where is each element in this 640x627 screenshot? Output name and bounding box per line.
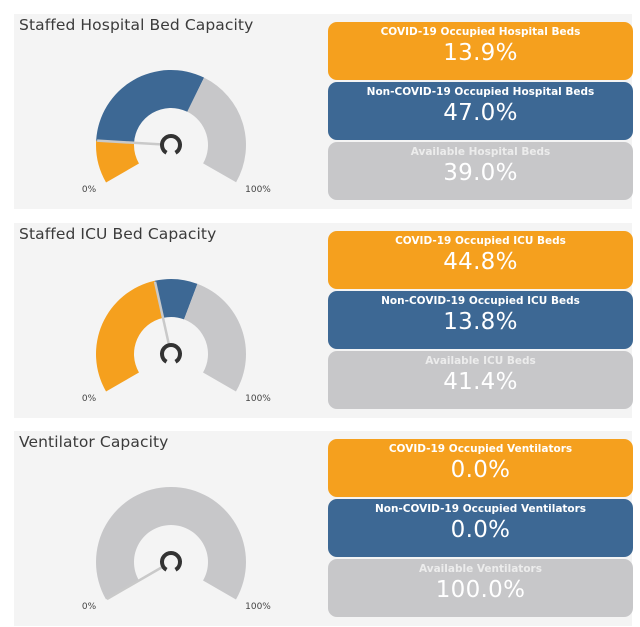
covid-occupied-card: COVID-19 Occupied Hospital Beds 13.9% (328, 22, 633, 80)
gauge-max-label: 100% (245, 185, 271, 195)
gauge-min-label: 0% (82, 185, 97, 195)
card-label: Available ICU Beds (425, 355, 536, 367)
hospital-bed-panel: Staffed Hospital Bed Capacity 0% 100% COV… (14, 14, 633, 209)
gauge-segment-available (96, 487, 246, 600)
gauge-segment-noncovid (154, 279, 198, 320)
card-value: 0.0% (450, 457, 511, 483)
panel-title: Staffed Hospital Bed Capacity (19, 16, 254, 34)
gauge-segment-covid (96, 280, 164, 392)
available-card: Available Ventilators 100.0% (328, 559, 633, 617)
card-value: 39.0% (443, 160, 518, 186)
gauge-needle (106, 565, 163, 601)
covid-occupied-card: COVID-19 Occupied ICU Beds 44.8% (328, 231, 633, 289)
card-value: 13.9% (443, 40, 518, 66)
gauge-min-label: 0% (82, 394, 97, 404)
card-label: COVID-19 Occupied ICU Beds (395, 235, 566, 247)
noncovid-occupied-card: Non-COVID-19 Occupied ICU Beds 13.8% (328, 291, 633, 349)
panel-title: Staffed ICU Bed Capacity (19, 225, 217, 243)
ventilator-panel: Ventilator Capacity 0% 100% COVID-19 Occu… (14, 431, 633, 626)
gauge-segment-covid (96, 140, 139, 183)
ventilator-gauge: 0% 100% (82, 487, 271, 612)
gauge-segment-noncovid (96, 70, 205, 143)
gauge-segment-available (187, 77, 246, 183)
gauge-hub-icon (160, 343, 182, 364)
gauge-needle (153, 281, 171, 345)
card-value: 13.8% (443, 309, 518, 335)
card-label: Available Hospital Beds (410, 146, 551, 158)
available-card: Available Hospital Beds 39.0% (328, 142, 633, 200)
icu-bed-panel: Staffed ICU Bed Capacity 0% 100% COVID-19… (14, 223, 633, 418)
hospital-bed-gauge: 0% 100% (82, 70, 271, 195)
panel-title: Ventilator Capacity (19, 433, 169, 451)
gauge-max-label: 100% (245, 394, 271, 404)
card-label: Available Ventilators (419, 563, 542, 575)
card-label: Non-COVID-19 Occupied ICU Beds (381, 295, 580, 307)
gauge-hub-icon (160, 134, 182, 155)
ventilator-cards: COVID-19 Occupied Ventilators 0.0% Non-C… (328, 439, 633, 619)
card-value: 41.4% (443, 369, 518, 395)
card-label: Non-COVID-19 Occupied Hospital Beds (366, 86, 595, 98)
card-value: 47.0% (443, 100, 518, 126)
gauge-min-label: 0% (82, 602, 97, 612)
available-card: Available ICU Beds 41.4% (328, 351, 633, 409)
covid-occupied-card: COVID-19 Occupied Ventilators 0.0% (328, 439, 633, 497)
gauge-hub-icon (160, 551, 182, 572)
icu-bed-gauge: 0% 100% (82, 279, 271, 404)
noncovid-occupied-card: Non-COVID-19 Occupied Ventilators 0.0% (328, 499, 633, 557)
card-label: COVID-19 Occupied Ventilators (388, 443, 573, 455)
hospital-bed-cards: COVID-19 Occupied Hospital Beds 13.9% No… (328, 22, 633, 202)
card-value: 100.0% (435, 577, 526, 603)
gauge-max-label: 100% (245, 602, 271, 612)
card-value: 0.0% (450, 517, 511, 543)
noncovid-occupied-card: Non-COVID-19 Occupied Hospital Beds 47.0… (328, 82, 633, 140)
card-value: 44.8% (443, 249, 518, 275)
icu-bed-cards: COVID-19 Occupied ICU Beds 44.8% Non-COV… (328, 231, 633, 411)
card-label: Non-COVID-19 Occupied Ventilators (374, 503, 587, 515)
gauge-needle (97, 139, 162, 146)
gauge-segment-available (184, 283, 246, 392)
card-label: COVID-19 Occupied Hospital Beds (380, 26, 581, 38)
